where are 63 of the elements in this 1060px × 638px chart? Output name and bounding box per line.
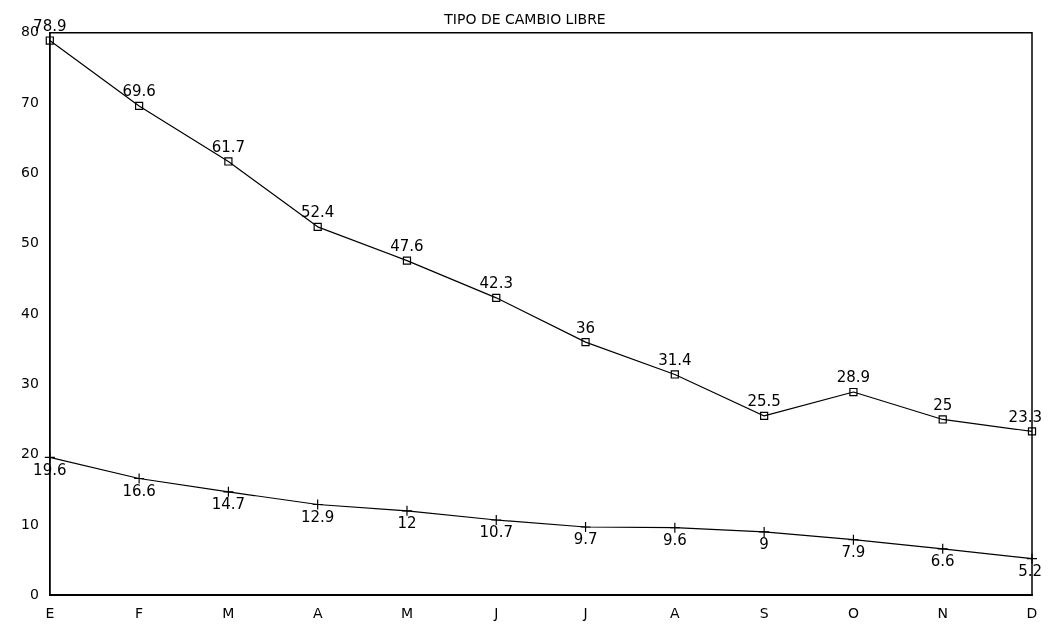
point xyxy=(938,415,947,424)
point xyxy=(222,486,234,498)
point xyxy=(402,256,412,265)
point xyxy=(45,36,54,45)
data-label: 25.5 xyxy=(747,392,781,411)
x-tick-label: S xyxy=(759,605,769,622)
data-label: 42.3 xyxy=(479,274,513,293)
point xyxy=(490,514,502,526)
x-tick-label: M xyxy=(400,605,414,622)
data-label: 69.6 xyxy=(122,82,156,101)
x-tick-label: O xyxy=(847,605,859,622)
data-label: 10.7 xyxy=(479,523,513,542)
x-tick-label: D xyxy=(1026,605,1038,622)
y-tick-label: 10 xyxy=(20,515,39,532)
point xyxy=(760,411,769,421)
data-label: 16.6 xyxy=(122,481,156,500)
data-label: 52.4 xyxy=(300,203,335,222)
data-label: 9.7 xyxy=(573,530,598,549)
point xyxy=(1027,427,1037,436)
point xyxy=(581,337,590,347)
x-tick-label: N xyxy=(937,605,948,622)
point xyxy=(849,387,858,397)
point xyxy=(937,543,949,555)
data-label: 6.6 xyxy=(930,552,955,571)
point xyxy=(579,521,592,533)
y-tick-label: 70 xyxy=(20,93,39,110)
data-label: 28.9 xyxy=(836,368,871,387)
x-tick-label: A xyxy=(312,605,323,622)
point xyxy=(312,498,324,511)
chart-title: TIPO DE CAMBIO LIBRE xyxy=(443,11,606,28)
data-label: 47.6 xyxy=(390,236,424,255)
data-label: 12 xyxy=(397,514,417,533)
point xyxy=(758,526,770,538)
y-tick-label: 50 xyxy=(20,234,39,251)
data-label: 36 xyxy=(576,318,596,337)
point xyxy=(670,370,679,379)
x-tick-label: J xyxy=(493,605,499,622)
data-label: 12.9 xyxy=(300,507,335,526)
data-label: 25 xyxy=(933,395,953,414)
data-label: 14.7 xyxy=(211,495,246,514)
point xyxy=(134,101,144,111)
point xyxy=(401,505,413,517)
x-tick-label: M xyxy=(222,605,235,622)
x-tick-label: F xyxy=(135,605,144,622)
point xyxy=(669,522,681,534)
point xyxy=(492,293,501,302)
y-tick-label: 60 xyxy=(20,164,39,181)
point xyxy=(133,472,145,485)
x-tick-label: J xyxy=(582,605,588,622)
data-label: 31.4 xyxy=(658,350,692,369)
y-tick-label: 20 xyxy=(20,445,39,462)
y-tick-label: 40 xyxy=(20,304,39,321)
data-label: 7.9 xyxy=(841,543,866,562)
point xyxy=(313,222,322,231)
x-tick-label: E xyxy=(45,605,55,622)
y-tick-label: 30 xyxy=(20,374,39,391)
point xyxy=(847,534,860,546)
point xyxy=(224,157,233,166)
data-label: 9.6 xyxy=(662,531,687,550)
x-tick-label: A xyxy=(670,605,681,622)
data-label: 9 xyxy=(759,535,769,554)
y-tick-label: 0 xyxy=(29,585,39,602)
data-label: 61.7 xyxy=(211,137,246,156)
